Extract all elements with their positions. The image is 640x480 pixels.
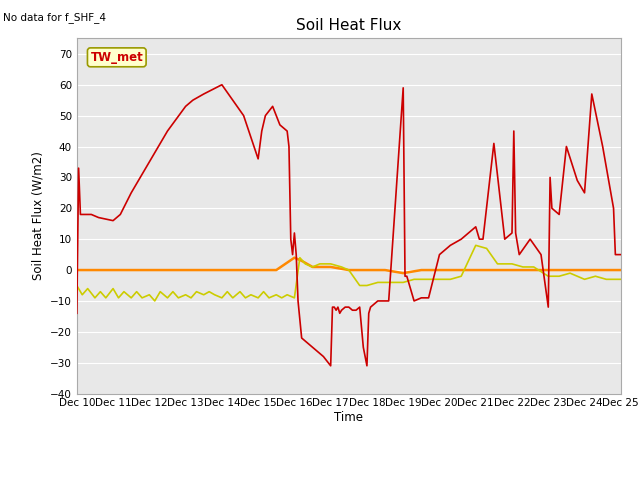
SHF_2: [298, 258, 305, 264]
Legend: SHF_1, SHF_2, SHF_3: SHF_1, SHF_2, SHF_3: [205, 478, 492, 480]
SHF_2: [254, 267, 262, 273]
SHF_2: [345, 267, 353, 273]
SHF_2: [363, 267, 371, 273]
SHF_3: [260, 289, 268, 295]
SHF_2: [472, 267, 479, 273]
SHF_3: [151, 298, 159, 304]
SHF_2: [291, 255, 298, 261]
SHF_1: [512, 230, 520, 236]
Y-axis label: Soil Heat Flux (W/m2): Soil Heat Flux (W/m2): [31, 152, 45, 280]
SHF_2: [91, 267, 99, 273]
Line: SHF_2: SHF_2: [77, 258, 621, 273]
SHF_2: [327, 264, 335, 270]
SHF_2: [73, 267, 81, 273]
SHF_2: [417, 267, 425, 273]
SHF_3: [617, 276, 625, 282]
SHF_1: [218, 82, 226, 88]
SHF_2: [381, 267, 389, 273]
SHF_2: [580, 267, 588, 273]
SHF_3: [73, 283, 81, 288]
SHF_1: [349, 307, 356, 313]
SHF_2: [545, 267, 552, 273]
SHF_1: [327, 363, 335, 369]
Line: SHF_1: SHF_1: [77, 85, 621, 366]
X-axis label: Time: Time: [334, 411, 364, 424]
SHF_3: [436, 276, 444, 282]
SHF_3: [242, 295, 250, 301]
SHF_2: [436, 267, 444, 273]
SHF_1: [289, 252, 296, 257]
SHF_2: [273, 267, 280, 273]
SHF_2: [617, 267, 625, 273]
SHF_1: [617, 252, 625, 257]
SHF_1: [276, 122, 284, 128]
SHF_3: [102, 295, 109, 301]
SHF_2: [218, 267, 226, 273]
Line: SHF_3: SHF_3: [77, 245, 621, 301]
Text: No data for f_SHF_4: No data for f_SHF_4: [3, 12, 106, 23]
SHF_2: [145, 267, 153, 273]
SHF_2: [508, 267, 516, 273]
SHF_2: [182, 267, 189, 273]
SHF_1: [526, 236, 534, 242]
SHF_3: [566, 270, 574, 276]
SHF_2: [109, 267, 117, 273]
Title: Soil Heat Flux: Soil Heat Flux: [296, 18, 401, 33]
SHF_3: [120, 289, 128, 295]
SHF_2: [308, 264, 316, 270]
SHF_1: [287, 236, 294, 242]
SHF_3: [472, 242, 479, 248]
SHF_1: [73, 311, 81, 316]
SHF_2: [399, 270, 407, 276]
Text: TW_met: TW_met: [90, 51, 143, 64]
